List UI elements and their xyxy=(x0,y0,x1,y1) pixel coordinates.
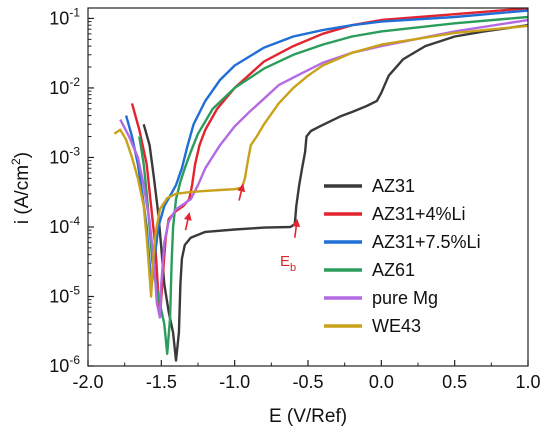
legend-label-4: pure Mg xyxy=(372,288,438,308)
y-tick-label: 10-2 xyxy=(49,75,80,98)
y-tick-label: 10-1 xyxy=(49,5,80,28)
y-axis: 10-6 10-5 10-4 10-3 10-2 10-1 xyxy=(49,5,94,376)
legend-label-5: WE43 xyxy=(372,316,421,336)
breakdown-arrow-2 xyxy=(292,218,301,238)
breakdown-arrow-1 xyxy=(237,183,246,201)
x-tick-label: 0.5 xyxy=(442,372,467,392)
y-axis-title-main: i (A/cm xyxy=(12,165,33,224)
breakdown-arrow-0 xyxy=(183,212,192,231)
x-tick-label: -1.0 xyxy=(219,372,250,392)
legend-label-1: AZ31+4%Li xyxy=(372,204,466,224)
y-axis-title-sup: 2 xyxy=(9,158,23,165)
x-tick-label: -0.5 xyxy=(292,372,323,392)
series-layer xyxy=(113,8,528,362)
legend-label-2: AZ31+7.5%Li xyxy=(372,232,481,252)
y-axis-title: i (A/cm2) xyxy=(9,152,33,224)
legend: AZ31 AZ31+4%Li AZ31+7.5%Li AZ61 pure Mg WE43 xyxy=(324,176,481,336)
breakdown-label-main: E xyxy=(280,253,290,270)
annotations xyxy=(183,183,301,238)
x-tick-label: -1.5 xyxy=(146,372,177,392)
y-tick-label: 10-6 xyxy=(49,353,80,376)
y-tick-label: 10-4 xyxy=(49,214,80,237)
breakdown-label-sub: b xyxy=(290,262,296,274)
legend-label-0: AZ31 xyxy=(372,176,415,196)
x-axis-title: E (V/Ref) xyxy=(269,406,347,427)
y-tick-label: 10-3 xyxy=(49,144,80,167)
x-tick-label: 0.0 xyxy=(369,372,394,392)
x-axis: -2.0 -1.5 -1.0 -0.5 0.0 0.5 1.0 xyxy=(72,360,541,392)
x-tick-label: 1.0 xyxy=(515,372,540,392)
series-line-0 xyxy=(142,24,528,362)
x-tick-label: -2.0 xyxy=(72,372,103,392)
legend-label-3: AZ61 xyxy=(372,260,415,280)
breakdown-potential-label: Eb xyxy=(280,253,296,274)
y-axis-title-close: ) xyxy=(12,152,33,158)
y-tick-label: 10-5 xyxy=(49,283,80,306)
series-line-5 xyxy=(113,24,528,298)
